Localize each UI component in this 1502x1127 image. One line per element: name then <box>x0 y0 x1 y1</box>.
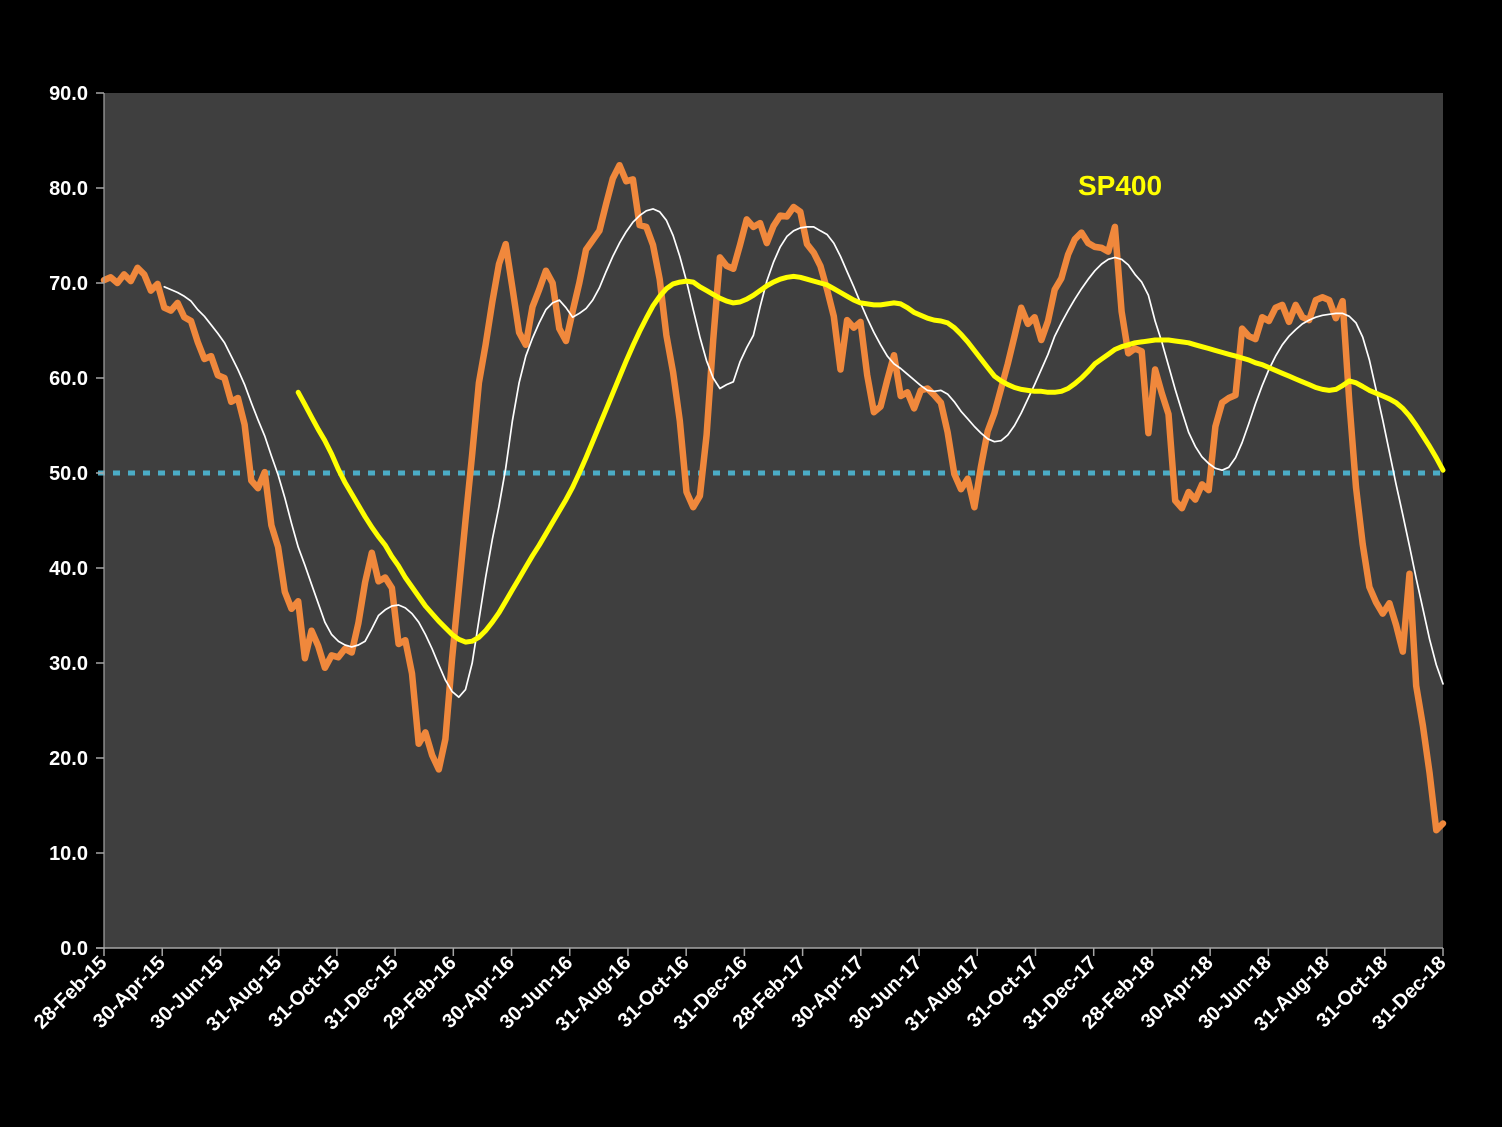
y-tick-80.0: 80.0 <box>49 178 88 200</box>
plot-area <box>104 93 1443 948</box>
series-orange-line <box>100 161 1447 834</box>
y-tick-60.0: 60.0 <box>49 368 88 390</box>
axes <box>96 92 1444 956</box>
y-tick-50.0: 50.0 <box>49 463 88 485</box>
y-axis-tick-labels: 0.0 10.0 20.0 30.0 40.0 50.0 60.0 70.0 80.0 90.0 <box>49 83 88 960</box>
series-sp400-line <box>295 273 1446 645</box>
y-tick-30.0: 30.0 <box>49 653 88 675</box>
x-axis-tick-labels: 28-Feb-1530-Apr-1530-Jun-1531-Aug-1531-O… <box>30 952 1451 1036</box>
y-tick-0.0: 0.0 <box>60 938 88 960</box>
y-tick-20.0: 20.0 <box>49 748 88 770</box>
series-white-smoothed-line <box>163 208 1444 699</box>
y-tick-90.0: 90.0 <box>49 83 88 105</box>
y-tick-40.0: 40.0 <box>49 558 88 580</box>
y-tick-10.0: 10.0 <box>49 843 88 865</box>
legend-sp400-label: SP400 <box>1078 170 1162 201</box>
y-tick-70.0: 70.0 <box>49 273 88 295</box>
